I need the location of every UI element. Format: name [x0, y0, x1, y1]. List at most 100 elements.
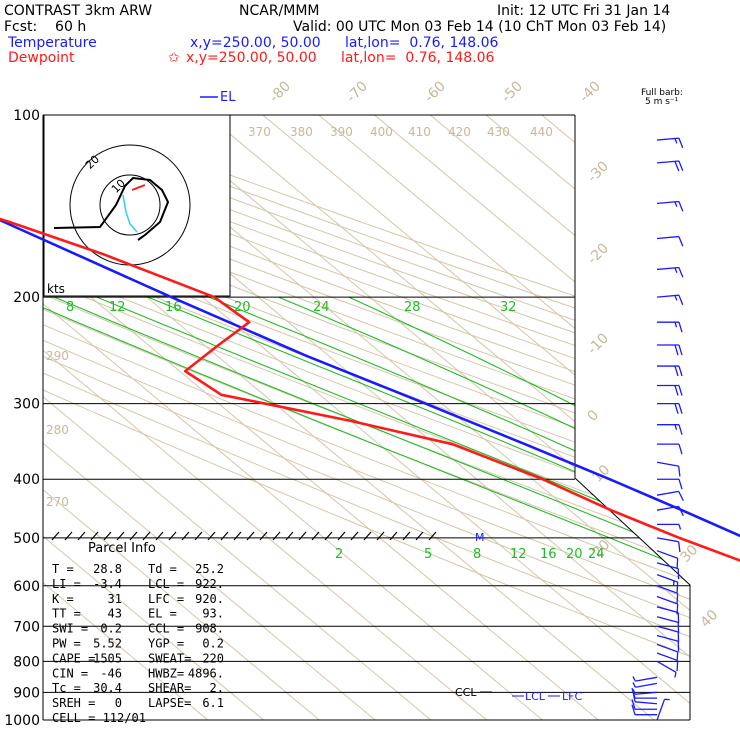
hatch-mark: [402, 531, 411, 541]
hatch-mark: [259, 531, 268, 541]
theta-label: 400: [370, 125, 393, 139]
parcel-param-value: 31: [108, 592, 122, 606]
isotherm-label: 0: [585, 407, 603, 425]
dry-adiabat-line: [43, 115, 690, 720]
isotherm-label: -60: [422, 78, 449, 105]
dry-adiabat-line: [43, 115, 690, 720]
theta-label: 430: [487, 125, 510, 139]
parcel-param-value: 4896.: [188, 666, 224, 680]
pressure-tick-labels: 100 200 300 400 500 600 700 800 900 1000: [4, 108, 40, 729]
hatch-mark: [389, 531, 398, 541]
parcel-param-key: LFC =: [148, 592, 184, 606]
parcel-param-key: EL =: [148, 607, 177, 621]
isotherm-line: [374, 115, 690, 720]
hatch-mark: [90, 531, 99, 541]
wind-barb: [632, 682, 658, 688]
forecast-hour: Fcst: 60 h: [4, 19, 86, 35]
parcel-param-key: HWBZ=: [148, 666, 184, 680]
dry-adiabat-line: [43, 115, 690, 720]
pressure-label: 600: [13, 579, 40, 595]
parcel-param-value: 43: [108, 607, 122, 621]
isotherm-label: -80: [267, 78, 294, 105]
isotherm-line: [541, 115, 690, 720]
ccl-marker-label: CCL: [455, 686, 477, 699]
wind-barb: [656, 585, 679, 604]
wind-barb: [656, 266, 684, 278]
moist-adiabat-label: 32: [500, 300, 517, 315]
dewpoint-legend-xy: x,y=250.00, 50.00: [186, 50, 317, 66]
hatch-mark: [350, 531, 359, 541]
wind-barb: [631, 704, 657, 716]
wind-barb-header: Full barb: 5 m s⁻¹: [641, 88, 683, 107]
parcel-param-value: 5.52: [93, 637, 122, 651]
moist-adiabat-line: [147, 296, 690, 720]
parcel-param-value: 920.: [195, 592, 224, 606]
parcel-param-key: PW =: [52, 637, 81, 651]
parcel-param-key: LCL =: [148, 577, 184, 591]
wind-barb: [656, 550, 679, 569]
dry-adiabat-line: [43, 115, 690, 720]
parcel-param-value: 1505: [93, 651, 122, 665]
model-title: CONTRAST 3km ARW: [4, 3, 152, 19]
parcel-param-key: K =: [52, 592, 74, 606]
wind-barb: [632, 676, 658, 682]
mixing-ratio-label: 20: [566, 547, 583, 562]
pressure-label: 400: [13, 472, 40, 488]
theta-label: 440: [530, 125, 553, 139]
hatch-mark: [324, 531, 333, 541]
theta-label: 410: [408, 125, 431, 139]
wind-barb: [657, 443, 683, 455]
parcel-param-key: T =: [52, 562, 74, 576]
mixing-ratio-label: 16: [540, 547, 557, 562]
temperature-profile-line: [0, 218, 740, 538]
isotherm-label: -10: [585, 330, 612, 357]
wind-barb: [656, 652, 679, 672]
moist-adiabat-label: 8: [66, 300, 74, 315]
pressure-label: 800: [13, 654, 40, 670]
wind-barb: [656, 698, 670, 721]
wind-barb: [656, 562, 680, 580]
dry-adiabat-lines: [43, 115, 690, 720]
parcel-param-value: -3.4: [93, 577, 122, 591]
hatch-mark: [285, 531, 294, 541]
hatch-mark: [220, 531, 229, 541]
moist-adiabat-label: 24: [313, 300, 330, 315]
theta-label: 420: [448, 125, 471, 139]
mixing-ratio-label: 5: [424, 547, 432, 562]
theta-label: 380: [290, 125, 313, 139]
parcel-param-value: 908.: [195, 622, 224, 636]
mixing-ratio-label: 24: [588, 547, 605, 562]
isotherm-label: 10: [590, 462, 614, 486]
hatch-mark: [246, 531, 255, 541]
theta-label: 370: [248, 125, 271, 139]
mixing-ratio-line: [718, 568, 740, 720]
dry-adiabat-line: [43, 115, 690, 720]
dry-adiabat-line: [43, 115, 690, 720]
dry-adiabat-line: [43, 115, 690, 720]
parcel-param-key: CCL =: [148, 622, 184, 636]
hatch-mark: [51, 531, 60, 541]
dewpoint-profile-line: [0, 217, 740, 562]
hatch-mark: [207, 531, 216, 541]
level-markers: CCL LCL LFC M: [455, 531, 582, 703]
dry-adiabat-line: [43, 115, 690, 720]
moist-adiabat-line: [208, 296, 690, 720]
moist-adiabat-label: 12: [109, 300, 126, 315]
parcel-param-key: SWEAT=: [148, 651, 191, 665]
isotherm-label: -50: [499, 78, 526, 105]
hatch-mark: [103, 531, 112, 541]
dry-adiabat-line: [43, 115, 690, 720]
init-time: Init: 12 UTC Fri 31 Jan 14: [497, 3, 670, 19]
theta-label: 290: [46, 349, 69, 363]
mixing-ratio-label: 12: [510, 547, 527, 562]
wind-barb: [657, 523, 682, 530]
parcel-param-value: 922.: [195, 577, 224, 591]
institution: NCAR/MMM: [239, 3, 320, 19]
isotherm-line: [43, 115, 224, 720]
moist-adiabat-label: 28: [404, 300, 421, 315]
hatch-mark: [428, 531, 437, 541]
parcel-param-key: SHEAR=: [148, 681, 191, 695]
parcel-param-value: 93.: [202, 607, 224, 621]
wind-barb: [656, 660, 677, 678]
